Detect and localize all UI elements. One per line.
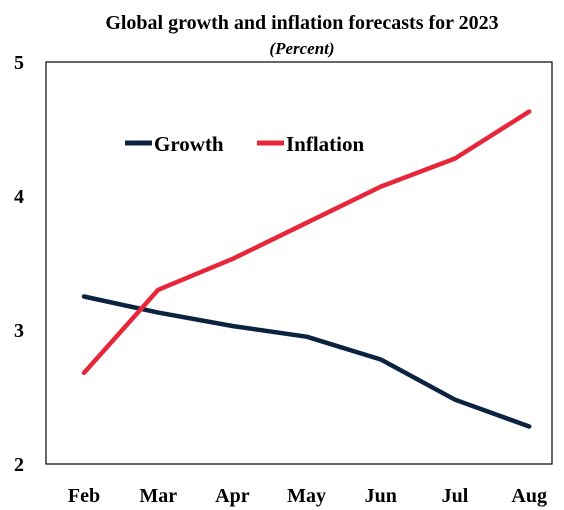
legend-label-growth: Growth — [154, 132, 224, 156]
series-line-growth — [81, 294, 532, 429]
y-tick-label: 2 — [14, 454, 24, 476]
x-tick-label: May — [287, 485, 326, 507]
x-tick-label: Jul — [442, 485, 469, 507]
y-tick-label: 4 — [14, 186, 24, 208]
x-tick-label: Aug — [511, 485, 547, 507]
plot-area — [45, 61, 553, 465]
series-line-inflation — [81, 109, 532, 376]
y-tick-label: 3 — [14, 320, 24, 342]
y-tick-label: 5 — [14, 52, 24, 74]
x-tick-label: Mar — [139, 485, 177, 507]
x-axis: Feb Mar Apr May Jun Jul Aug — [68, 485, 547, 507]
y-axis: 2 3 4 5 — [14, 52, 24, 476]
x-tick-label: Apr — [215, 485, 250, 507]
x-tick-label: Jun — [365, 485, 397, 507]
legend: Growth Inflation — [125, 132, 365, 156]
series-lines — [81, 109, 532, 429]
legend-label-inflation: Inflation — [286, 132, 365, 156]
x-tick-label: Feb — [68, 485, 100, 507]
chart-title: Global growth and inflation forecasts fo… — [105, 12, 498, 34]
chart-subtitle: (Percent) — [269, 39, 334, 58]
